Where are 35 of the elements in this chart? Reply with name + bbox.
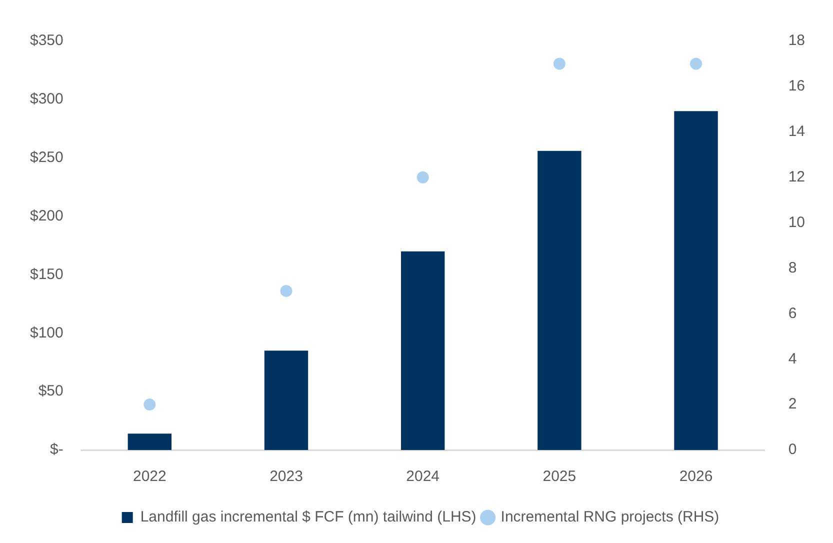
point (553, 58, 566, 70)
y2-tick-label: 18 (788, 32, 806, 50)
y2-tick-label: 8 (788, 259, 797, 276)
point (144, 398, 156, 411)
y2-tick-label: 2 (788, 396, 797, 413)
bar (674, 111, 718, 450)
x-tick-label: 2025 (542, 468, 576, 486)
y2-tick-label: 10 (788, 214, 806, 231)
x-tick-label: 2023 (270, 468, 303, 486)
y-tick-label: $100 (30, 324, 64, 342)
point (690, 58, 702, 70)
y-tick-label: $50 (38, 382, 64, 400)
y2-tick-label: 6 (788, 304, 797, 322)
bar (264, 350, 308, 450)
bar (400, 251, 445, 450)
y2-tick-label: 0 (788, 441, 797, 458)
point (416, 171, 429, 184)
y-tick-label: $300 (30, 90, 64, 108)
x-tick-label: 2026 (679, 468, 713, 486)
y-tick-label: $- (50, 441, 64, 458)
legend-label: Landfill gas incremental $ FCF (mn) tailwind (LHS) (140, 508, 476, 526)
y2-tick-label: 4 (788, 350, 797, 368)
y-tick-label: $200 (30, 207, 64, 224)
x-tick-label: 2024 (406, 468, 440, 486)
y-tick-label: $350 (30, 32, 64, 50)
y2-tick-label: 12 (788, 168, 806, 186)
legend-label: Incremental RNG projects (RHS) (500, 508, 720, 526)
x-tick-label: 2022 (132, 468, 166, 486)
y-tick-label: $250 (30, 149, 64, 166)
y-tick-label: $150 (30, 266, 64, 283)
y2-tick-label: 14 (788, 123, 806, 140)
bar (128, 434, 172, 450)
bar (538, 150, 582, 450)
point (280, 284, 292, 297)
y2-tick-label: 16 (788, 78, 806, 95)
